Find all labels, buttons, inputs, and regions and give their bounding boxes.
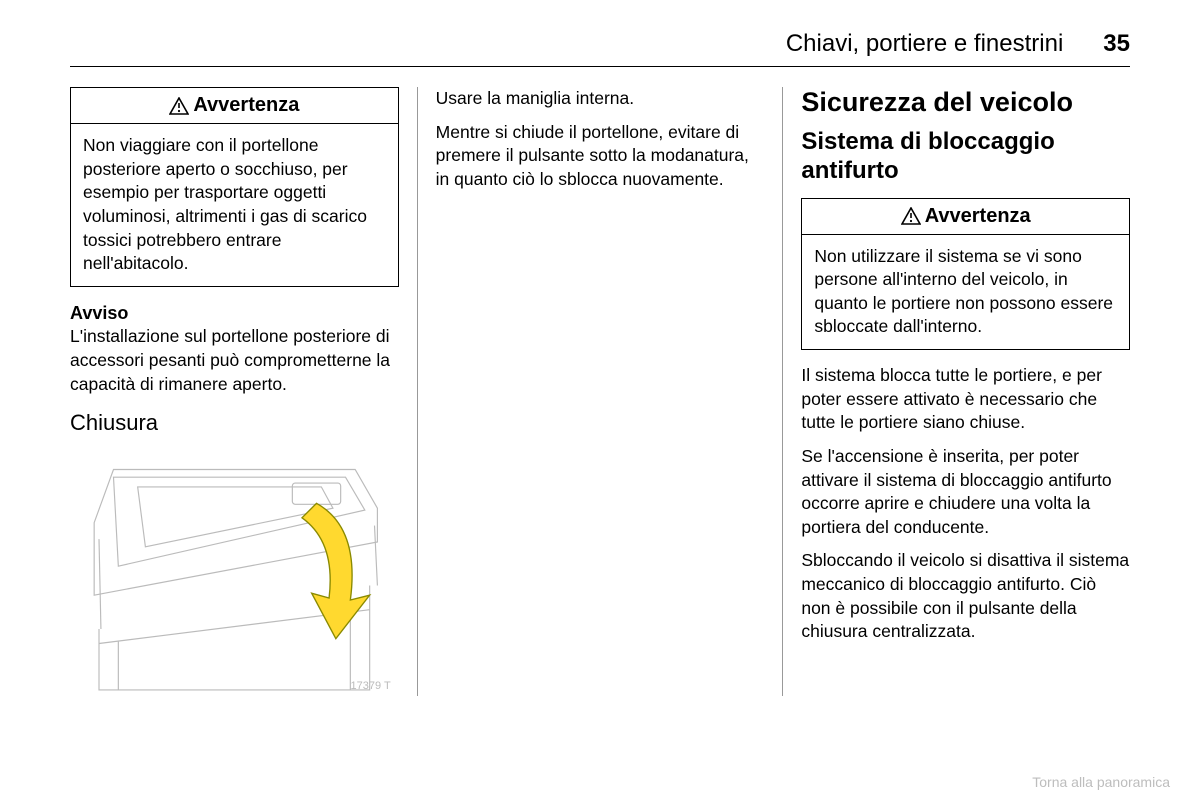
warning-body-2: Non utilizzare il sistema se vi sono per… — [802, 235, 1129, 350]
page-container: Chiavi, portiere e finestrini 35 Avverte… — [0, 0, 1200, 716]
heading-sistema: Sistema di bloccaggio antifurto — [801, 128, 1130, 186]
footer-overview-link[interactable]: Torna alla panoramica — [1032, 774, 1170, 790]
figure-tailgate: 17379 T — [70, 446, 399, 696]
warning-header-1: Avvertenza — [71, 88, 398, 124]
warning-box-1: Avvertenza Non viaggiare con il portello… — [70, 87, 399, 287]
warning-header-2: Avvertenza — [802, 199, 1129, 235]
warning-box-2: Avvertenza Non utilizzare il sistema se … — [801, 198, 1130, 351]
col3-p3: Sbloccando il veicolo si disattiva il si… — [801, 549, 1130, 644]
notice-block: Avviso L'installazione sul portellone po… — [70, 301, 399, 397]
column-3: Sicurezza del veicolo Sistema di bloccag… — [783, 87, 1130, 696]
warning-body-1: Non viaggiare con il portellone posterio… — [71, 124, 398, 286]
col3-p2: Se l'accensione è inserita, per poter at… — [801, 445, 1130, 540]
warning-label-1: Avvertenza — [193, 94, 299, 117]
notice-label: Avviso — [70, 303, 128, 323]
chapter-title: Chiavi, portiere e finestrini — [786, 30, 1063, 58]
column-1: Avvertenza Non viaggiare con il portello… — [70, 87, 418, 696]
col3-p1: Il sistema blocca tutte le portiere, e p… — [801, 364, 1130, 435]
col2-p2: Mentre si chiude il portellone, evitare … — [436, 121, 765, 192]
heading-sicurezza: Sicurezza del veicolo — [801, 87, 1130, 118]
warning-triangle-icon — [901, 207, 921, 225]
page-header: Chiavi, portiere e finestrini 35 — [70, 30, 1130, 67]
column-2: Usare la maniglia interna. Mentre si chi… — [418, 87, 784, 696]
figure-label: 17379 T — [351, 680, 391, 692]
columns-container: Avvertenza Non viaggiare con il portello… — [70, 87, 1130, 696]
notice-text: L'installazione sul portellone posterior… — [70, 326, 390, 393]
subheading-chiusura: Chiusura — [70, 410, 399, 436]
warning-triangle-icon — [169, 97, 189, 115]
warning-label-2: Avvertenza — [925, 205, 1031, 228]
col2-p1: Usare la maniglia interna. — [436, 87, 765, 111]
page-number: 35 — [1103, 30, 1130, 58]
